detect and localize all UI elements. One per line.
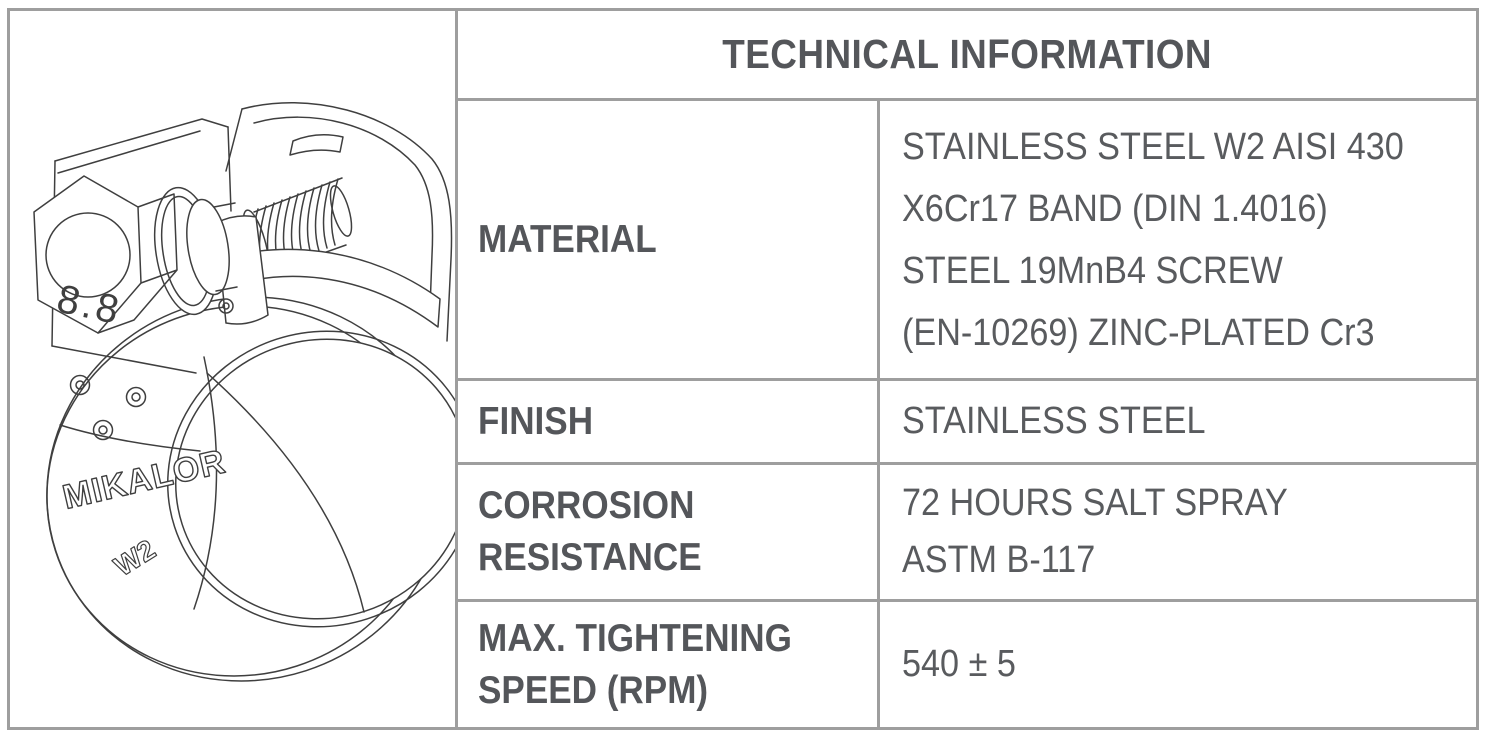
clamp-technical-drawing: MIKALOR W2	[33, 102, 455, 682]
corrosion-label-line: CORROSION	[478, 484, 695, 527]
finish-value-line: STAINLESS STEEL	[902, 400, 1206, 442]
maxspeed-value-line: 540 ± 5	[902, 643, 1016, 685]
table-row-corrosion-resistance: CORROSION RESISTANCE 72 HOURS SALT SPRAY…	[458, 465, 1476, 602]
material-value-line: STAINLESS STEEL W2 AISI 430	[902, 125, 1404, 168]
clamp-drawing-panel: MIKALOR W2	[10, 11, 458, 727]
material-value-line: X6Cr17 BAND (DIN 1.4016)	[902, 187, 1328, 230]
material-value-cell: STAINLESS STEEL W2 AISI 430 X6Cr17 BAND …	[880, 101, 1476, 378]
trunnion	[215, 215, 269, 325]
material-label-cell: MATERIAL	[458, 101, 880, 378]
material-label: MATERIAL	[478, 217, 657, 261]
table-row-material: MATERIAL STAINLESS STEEL W2 AISI 430 X6C…	[458, 101, 1476, 381]
spec-sheet-frame: MIKALOR W2	[7, 8, 1479, 730]
bracket-plate	[51, 118, 232, 347]
washer-and-collar	[153, 186, 238, 316]
table-row-max-tightening-speed: MAX. TIGHTENING SPEED (RPM) 540 ± 5	[458, 602, 1476, 727]
technical-info-table: TECHNICAL INFORMATION MATERIAL STAINLESS…	[458, 11, 1476, 727]
corrosion-value-line: ASTM B-117	[902, 539, 1096, 581]
finish-value-cell: STAINLESS STEEL	[880, 381, 1476, 462]
clamp-upper-loop	[225, 102, 453, 342]
finish-label: FINISH	[478, 399, 594, 443]
table-row-finish: FINISH STAINLESS STEEL	[458, 381, 1476, 465]
corrosion-label-line: RESISTANCE	[478, 536, 702, 579]
material-value-line: STEEL 19MnB4 SCREW	[902, 249, 1283, 292]
clamp-band-ring	[46, 296, 455, 682]
maxspeed-label-line: MAX. TIGHTENING	[478, 616, 792, 660]
maxspeed-label-cell: MAX. TIGHTENING SPEED (RPM)	[458, 602, 880, 727]
corrosion-value-line: 72 HOURS SALT SPRAY	[902, 482, 1288, 524]
table-title: TECHNICAL INFORMATION	[722, 31, 1212, 77]
maxspeed-value-cell: 540 ± 5	[880, 602, 1476, 727]
table-header: TECHNICAL INFORMATION	[458, 11, 1476, 101]
maxspeed-label-line: SPEED (RPM)	[478, 668, 709, 712]
finish-label-cell: FINISH	[458, 381, 880, 462]
material-value-line: (EN-10269) ZINC-PLATED Cr3	[902, 311, 1375, 354]
corrosion-label-cell: CORROSION RESISTANCE	[458, 465, 880, 599]
hex-bolt-head: 8.8	[33, 175, 178, 334]
corrosion-value-cell: 72 HOURS SALT SPRAY ASTM B-117	[880, 465, 1476, 599]
